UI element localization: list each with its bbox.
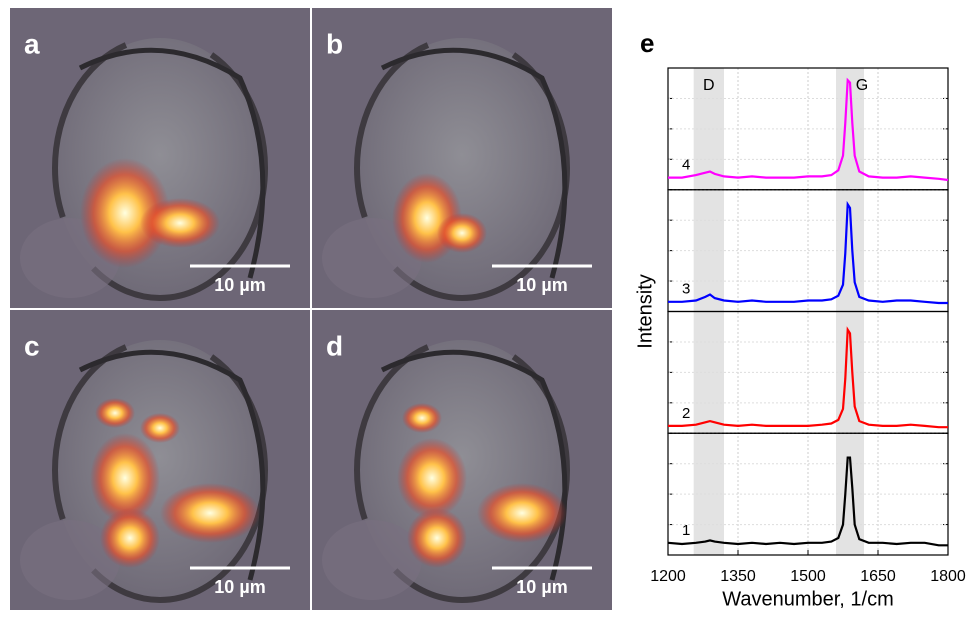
fluorescence-spot [140,413,180,443]
scale-bar-label: 10 µm [516,577,567,597]
fluorescence-spot [140,198,220,248]
y-axis-label: Intensity [634,274,656,348]
cell-image [10,310,310,610]
fluorescence-spot [100,508,160,568]
cell-image [312,8,612,308]
micrograph: b 10 µm [312,8,612,308]
panel-label: d [326,330,343,361]
image-panels: a 10 µm b 10 µm c 10 µm d 10 µm [10,8,612,610]
fluorescence-spot [402,403,442,433]
micrograph: c 10 µm [10,310,310,610]
panel-label: b [326,28,343,59]
series-label: 4 [682,157,690,174]
fluorescence-spot [160,483,260,543]
band-label: G [856,77,868,94]
plot-frame [667,67,949,191]
series-label: 2 [682,405,690,422]
spectrum-line [668,326,948,429]
x-tick-label: 1500 [790,568,826,585]
fluorescence-spot [90,433,160,523]
fluorescence-spot [477,483,567,543]
spectrum-line [667,456,948,547]
x-tick-label: 1800 [930,568,966,585]
panel-label: a [24,28,40,59]
scale-bar-label: 10 µm [214,577,265,597]
micrograph: a 10 µm [10,8,310,308]
fluorescence-spot [407,508,467,568]
spectrum-line [668,77,949,182]
x-axis-label: Wavenumber, 1/cm [722,588,894,610]
scale-bar-label: 10 µm [214,275,265,295]
spectrum-line [668,200,948,305]
x-tick-label: 1200 [650,568,686,585]
series-label: 3 [682,281,690,298]
panel-label: e [640,28,654,58]
x-tick-label: 1350 [720,568,756,585]
scale-bar-label: 10 µm [516,275,567,295]
fluorescence-spot [95,398,135,428]
micrograph: d 10 µm [312,310,612,610]
x-tick-label: 1650 [860,568,896,585]
fluorescence-spot [80,158,170,268]
band-label: D [703,77,715,94]
panel-label: c [24,330,40,361]
fluorescence-spot [397,438,467,518]
cell-image [10,8,310,308]
series-label: 1 [682,522,690,539]
fluorescence-spot [437,213,487,253]
